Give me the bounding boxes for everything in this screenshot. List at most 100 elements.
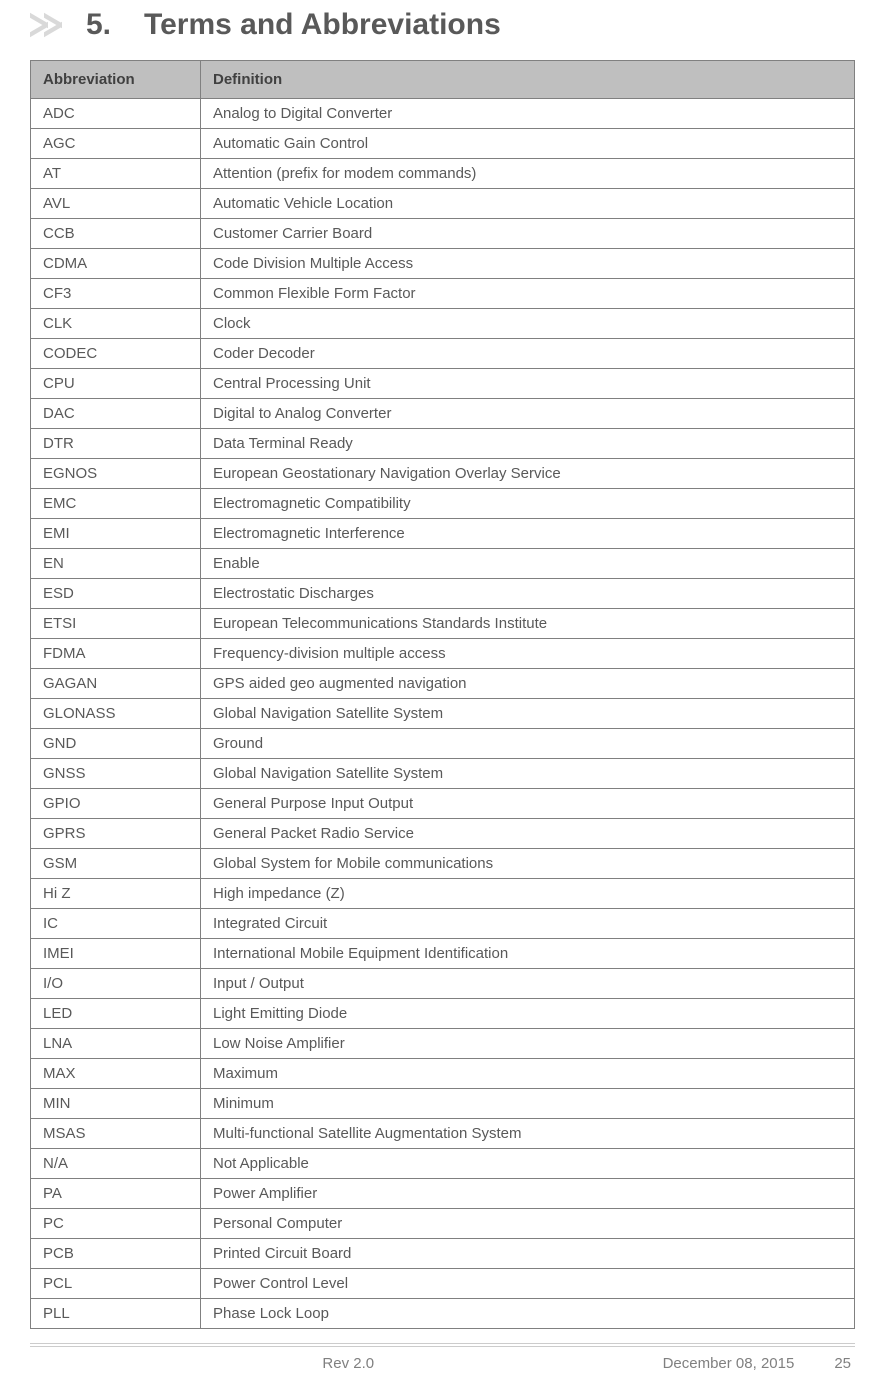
cell-abbr: Hi Z [31, 879, 201, 909]
cell-def: European Telecommunications Standards In… [201, 609, 855, 639]
chevrons-icon [30, 8, 70, 42]
cell-abbr: GSM [31, 849, 201, 879]
table-row: CDMACode Division Multiple Access [31, 249, 855, 279]
cell-def: Analog to Digital Converter [201, 99, 855, 129]
cell-abbr: LNA [31, 1029, 201, 1059]
cell-abbr: MIN [31, 1089, 201, 1119]
cell-def: Phase Lock Loop [201, 1299, 855, 1329]
col-header-def: Definition [201, 61, 855, 99]
cell-abbr: CLK [31, 309, 201, 339]
cell-abbr: EN [31, 549, 201, 579]
table-row: CF3Common Flexible Form Factor [31, 279, 855, 309]
cell-abbr: LED [31, 999, 201, 1029]
table-row: I/OInput / Output [31, 969, 855, 999]
cell-def: Common Flexible Form Factor [201, 279, 855, 309]
cell-def: Ground [201, 729, 855, 759]
cell-abbr: PCL [31, 1269, 201, 1299]
cell-def: European Geostationary Navigation Overla… [201, 459, 855, 489]
table-row: FDMAFrequency-division multiple access [31, 639, 855, 669]
table-row: N/ANot Applicable [31, 1149, 855, 1179]
terms-table: Abbreviation Definition ADCAnalog to Dig… [30, 60, 855, 1329]
cell-abbr: EGNOS [31, 459, 201, 489]
cell-def: Attention (prefix for modem commands) [201, 159, 855, 189]
cell-def: Input / Output [201, 969, 855, 999]
cell-def: Customer Carrier Board [201, 219, 855, 249]
table-row: CODECCoder Decoder [31, 339, 855, 369]
table-row: PCLPower Control Level [31, 1269, 855, 1299]
table-row: PCPersonal Computer [31, 1209, 855, 1239]
table-row: IMEIInternational Mobile Equipment Ident… [31, 939, 855, 969]
cell-abbr: GNSS [31, 759, 201, 789]
cell-def: Global Navigation Satellite System [201, 699, 855, 729]
section-number: 5. [86, 8, 144, 42]
section-title: 5.Terms and Abbreviations [86, 8, 501, 42]
cell-def: Global System for Mobile communications [201, 849, 855, 879]
table-row: GAGANGPS aided geo augmented navigation [31, 669, 855, 699]
table-row: AGCAutomatic Gain Control [31, 129, 855, 159]
cell-def: International Mobile Equipment Identific… [201, 939, 855, 969]
table-row: GNSSGlobal Navigation Satellite System [31, 759, 855, 789]
table-row: GLONASSGlobal Navigation Satellite Syste… [31, 699, 855, 729]
table-row: MAXMaximum [31, 1059, 855, 1089]
cell-def: Coder Decoder [201, 339, 855, 369]
table-row: ETSIEuropean Telecommunications Standard… [31, 609, 855, 639]
table-row: PAPower Amplifier [31, 1179, 855, 1209]
cell-def: Personal Computer [201, 1209, 855, 1239]
cell-abbr: PC [31, 1209, 201, 1239]
cell-def: Enable [201, 549, 855, 579]
cell-def: Code Division Multiple Access [201, 249, 855, 279]
cell-abbr: GPIO [31, 789, 201, 819]
table-row: EMIElectromagnetic Interference [31, 519, 855, 549]
cell-def: Multi-functional Satellite Augmentation … [201, 1119, 855, 1149]
table-row: MSASMulti-functional Satellite Augmentat… [31, 1119, 855, 1149]
cell-abbr: CCB [31, 219, 201, 249]
table-row: PCBPrinted Circuit Board [31, 1239, 855, 1269]
table-row: CCBCustomer Carrier Board [31, 219, 855, 249]
col-header-abbr: Abbreviation [31, 61, 201, 99]
cell-def: General Packet Radio Service [201, 819, 855, 849]
cell-abbr: GAGAN [31, 669, 201, 699]
cell-abbr: ADC [31, 99, 201, 129]
cell-abbr: AVL [31, 189, 201, 219]
cell-abbr: GLONASS [31, 699, 201, 729]
cell-def: Central Processing Unit [201, 369, 855, 399]
table-row: CPUCentral Processing Unit [31, 369, 855, 399]
cell-abbr: ETSI [31, 609, 201, 639]
table-row: DTRData Terminal Ready [31, 429, 855, 459]
page-footer: Rev 2.0 December 08, 2015 25 [30, 1353, 855, 1392]
table-row: ATAttention (prefix for modem commands) [31, 159, 855, 189]
table-row: CLKClock [31, 309, 855, 339]
cell-def: Frequency-division multiple access [201, 639, 855, 669]
cell-def: Digital to Analog Converter [201, 399, 855, 429]
table-row: GPIOGeneral Purpose Input Output [31, 789, 855, 819]
cell-def: Electromagnetic Interference [201, 519, 855, 549]
cell-def: General Purpose Input Output [201, 789, 855, 819]
cell-abbr: I/O [31, 969, 201, 999]
footer-rule [30, 1343, 855, 1347]
cell-def: Minimum [201, 1089, 855, 1119]
table-row: EMCElectromagnetic Compatibility [31, 489, 855, 519]
cell-def: High impedance (Z) [201, 879, 855, 909]
table-row: GNDGround [31, 729, 855, 759]
cell-abbr: EMC [31, 489, 201, 519]
cell-def: GPS aided geo augmented navigation [201, 669, 855, 699]
cell-abbr: AGC [31, 129, 201, 159]
table-row: GSMGlobal System for Mobile communicatio… [31, 849, 855, 879]
cell-abbr: MAX [31, 1059, 201, 1089]
cell-def: Printed Circuit Board [201, 1239, 855, 1269]
table-row: LNALow Noise Amplifier [31, 1029, 855, 1059]
table-row: AVLAutomatic Vehicle Location [31, 189, 855, 219]
cell-def: Automatic Gain Control [201, 129, 855, 159]
cell-def: Data Terminal Ready [201, 429, 855, 459]
section-heading: 5.Terms and Abbreviations [30, 8, 855, 42]
table-row: MINMinimum [31, 1089, 855, 1119]
cell-abbr: CF3 [31, 279, 201, 309]
table-row: LEDLight Emitting Diode [31, 999, 855, 1029]
cell-abbr: PA [31, 1179, 201, 1209]
cell-abbr: GND [31, 729, 201, 759]
table-row: Hi ZHigh impedance (Z) [31, 879, 855, 909]
cell-abbr: N/A [31, 1149, 201, 1179]
cell-def: Light Emitting Diode [201, 999, 855, 1029]
cell-def: Integrated Circuit [201, 909, 855, 939]
cell-abbr: IC [31, 909, 201, 939]
